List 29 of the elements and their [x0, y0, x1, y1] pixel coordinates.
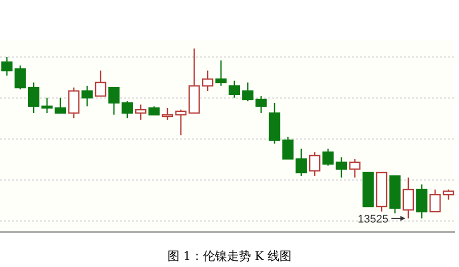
- annotation: 13525: [358, 213, 388, 226]
- candlestick: [82, 85, 93, 107]
- candlestick: [242, 82, 254, 102]
- candlestick: [322, 148, 334, 166]
- candlestick: [202, 70, 214, 92]
- candlestick: [228, 80, 240, 98]
- candlestick: [255, 95, 267, 114]
- candlestick: [162, 107, 174, 121]
- candlestick: [416, 184, 428, 220]
- candlestick: [309, 151, 320, 177]
- candlestick: [296, 148, 307, 177]
- candlestick: [122, 100, 133, 119]
- candlestick: [14, 64, 26, 90]
- text: 图 1：伦镍走势 K 线图: [166, 248, 293, 265]
- candlestick: [1, 56, 13, 76]
- candlestick: [28, 82, 40, 114]
- candlestick: [41, 97, 53, 114]
- candlestick: [349, 158, 360, 178]
- candlestick: [68, 86, 80, 119]
- candlestick: [442, 188, 454, 200]
- candlestick: [282, 136, 294, 160]
- candlestick: [94, 70, 106, 97]
- candlestick: [215, 60, 227, 87]
- candlestick: [54, 97, 66, 114]
- candlestick: [336, 156, 348, 178]
- candlestick: [135, 104, 146, 121]
- candlestick: [108, 86, 120, 116]
- candlestick: [175, 109, 186, 136]
- candlestick: [429, 188, 441, 212]
